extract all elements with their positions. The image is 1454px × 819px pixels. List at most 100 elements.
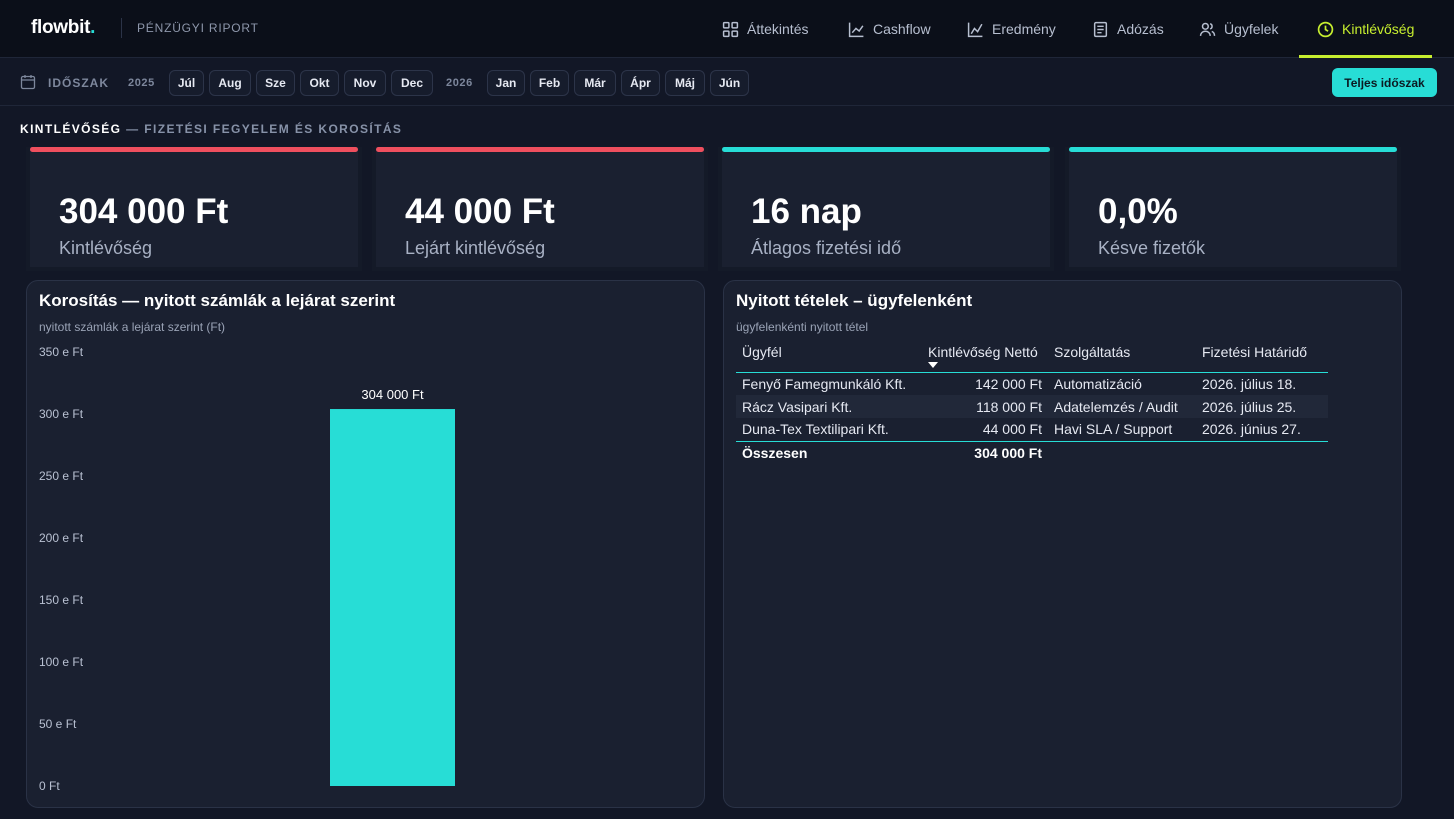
month-button-dec[interactable]: Dec <box>391 70 433 96</box>
nav-label: Eredmény <box>992 21 1056 37</box>
open-items-panel: Nyitott tételek – ügyfelenként ügyfelenk… <box>723 280 1402 808</box>
y-tick-label: 350 e Ft <box>39 345 84 359</box>
month-button-nov[interactable]: Nov <box>344 70 386 96</box>
panel-subtitle: ügyfelenkénti nyitott tétel <box>736 320 869 334</box>
total-empty-cell <box>1196 441 1328 464</box>
month-button-jun[interactable]: Jún <box>710 70 749 96</box>
kpi-card-lejart: 44 000 Ft Lejárt kintlévőség <box>372 147 708 271</box>
table-row[interactable]: Rácz Vasipari Kft. 118 000 Ft Adatelemzé… <box>736 395 1328 418</box>
column-header-client[interactable]: Ügyfél <box>742 344 782 360</box>
chart-data-label: 304 000 Ft <box>361 387 424 402</box>
aging-chart-panel: Korosítás — nyitott számlák a lejárat sz… <box>26 280 705 808</box>
kpi-accent-bar <box>376 147 704 152</box>
kpi-label: Kintlévőség <box>59 238 153 258</box>
nav-adozas[interactable]: Adózás <box>1092 0 1164 58</box>
month-button-apr[interactable]: Ápr <box>621 70 660 96</box>
nav-label: Cashflow <box>873 21 931 37</box>
cell-due: 2026. július 18. <box>1202 375 1297 392</box>
total-amount: 304 000 Ft <box>974 444 1042 461</box>
kpi-body: 44 000 Ft Lejárt kintlévőség <box>376 156 704 267</box>
nav-attekintes[interactable]: Áttekintés <box>722 0 808 58</box>
month-button-sze[interactable]: Sze <box>256 70 295 96</box>
total-empty-cell <box>1048 441 1196 464</box>
column-header-label: Kintlévőség Nettó <box>928 344 1038 360</box>
nav-kintlevoseg[interactable]: Kintlévőség <box>1298 0 1433 58</box>
month-button-aug[interactable]: Aug <box>209 70 251 96</box>
year-label-2026: 2026 <box>446 77 473 89</box>
month-button-jul[interactable]: Júl <box>169 70 204 96</box>
cell-amount: 118 000 Ft <box>976 398 1042 415</box>
kpi-label: Késve fizetők <box>1098 238 1206 258</box>
y-tick-label: 250 e Ft <box>39 469 84 483</box>
calendar-icon <box>20 75 36 90</box>
y-tick-label: 300 e Ft <box>39 407 84 421</box>
period-filter-bar: IDŐSZAK 2025 Júl Aug Sze Okt Nov Dec 202… <box>0 59 1454 106</box>
section-title-sub: — FIZETÉSI FEGYELEM ÉS KOROSÍTÁS <box>121 122 403 136</box>
kpi-accent-bar <box>30 147 358 152</box>
kpi-value: 16 nap <box>751 192 862 231</box>
cell-amount: 142 000 Ft <box>975 375 1042 392</box>
table-row[interactable]: Duna-Tex Textilipari Kft. 44 000 Ft Havi… <box>736 418 1328 441</box>
cell-service: Automatizáció <box>1054 375 1142 392</box>
cell-client: Fenyő Famegmunkáló Kft. <box>742 375 907 392</box>
top-navigation-bar: flowbit. PÉNZÜGYI RIPORT Áttekintés Cash… <box>0 0 1454 58</box>
cell-amount: 44 000 Ft <box>982 421 1042 438</box>
kpi-accent-bar <box>722 147 1050 152</box>
year-label-2025: 2025 <box>128 77 155 89</box>
full-period-button[interactable]: Teljes időszak <box>1332 68 1437 97</box>
clock-icon <box>1317 21 1334 37</box>
cell-due: 2026. június 27. <box>1202 421 1301 438</box>
column-header-service[interactable]: Szolgáltatás <box>1054 344 1131 360</box>
kpi-body: 0,0% Késve fizetők <box>1069 156 1397 267</box>
month-button-okt[interactable]: Okt <box>300 70 339 96</box>
kpi-body: 304 000 Ft Kintlévőség <box>30 156 358 267</box>
y-tick-label: 0 Ft <box>39 779 60 793</box>
cell-client: Rácz Vasipari Kft. <box>742 398 853 415</box>
report-subtitle: PÉNZÜGYI RIPORT <box>137 21 259 35</box>
users-icon <box>1199 22 1216 36</box>
sort-descending-icon <box>928 362 938 368</box>
month-button-jan[interactable]: Jan <box>487 70 525 96</box>
grid-icon <box>722 21 739 37</box>
nav-label: Kintlévőség <box>1342 21 1415 37</box>
kpi-label: Lejárt kintlévőség <box>405 238 546 258</box>
kpi-card-kintlevoseg: 304 000 Ft Kintlévőség <box>26 147 362 271</box>
y-tick-label: 150 e Ft <box>39 593 84 607</box>
kpi-card-fizetesi-ido: 16 nap Átlagos fizetési idő <box>718 147 1054 271</box>
month-button-feb[interactable]: Feb <box>530 70 569 96</box>
period-label: IDŐSZAK <box>48 76 109 90</box>
kpi-value: 0,0% <box>1098 192 1178 231</box>
open-items-table: Ügyfél Kintlévőség Nettó Szolgáltatás Fi… <box>736 341 1328 464</box>
cell-service: Havi SLA / Support <box>1054 421 1173 438</box>
kpi-label: Átlagos fizetési idő <box>751 238 902 258</box>
table-row[interactable]: Fenyő Famegmunkáló Kft. 142 000 Ft Autom… <box>736 372 1328 395</box>
month-button-maj[interactable]: Máj <box>665 70 705 96</box>
table-total-row: Összesen 304 000 Ft <box>736 441 1328 464</box>
brand-logo[interactable]: flowbit. <box>31 17 96 38</box>
nav-ugyfelek[interactable]: Ügyfelek <box>1199 0 1278 58</box>
total-label: Összesen <box>742 444 808 461</box>
document-icon <box>1093 21 1108 37</box>
trend-icon <box>967 22 983 37</box>
panel-subtitle: nyitott számlák a lejárat szerint (Ft) <box>39 320 226 334</box>
nav-cashflow[interactable]: Cashflow <box>848 0 931 58</box>
y-tick-label: 100 e Ft <box>39 655 84 669</box>
cell-client: Duna-Tex Textilipari Kft. <box>742 421 889 438</box>
y-tick-label: 200 e Ft <box>39 531 84 545</box>
month-button-mar[interactable]: Már <box>574 70 616 96</box>
nav-label: Ügyfelek <box>1224 21 1279 37</box>
section-title-main: KINTLÉVŐSÉG <box>20 122 122 136</box>
column-header-amount[interactable]: Kintlévőség Nettó <box>922 341 1048 372</box>
y-tick-label: 50 e Ft <box>39 717 77 731</box>
nav-label: Áttekintés <box>747 21 809 37</box>
line-chart-icon <box>848 22 864 37</box>
kpi-accent-bar <box>1069 147 1397 152</box>
kpi-value: 44 000 Ft <box>405 192 555 231</box>
kpi-body: 16 nap Átlagos fizetési idő <box>722 156 1050 267</box>
chart-bar[interactable] <box>330 409 455 786</box>
logo-divider <box>121 18 122 38</box>
column-header-due[interactable]: Fizetési Határidő <box>1202 344 1308 360</box>
cell-service: Adatelemzés / Audit <box>1054 398 1178 415</box>
nav-eredmeny[interactable]: Eredmény <box>967 0 1056 58</box>
panel-title: Nyitott tételek – ügyfelenként <box>736 291 973 310</box>
